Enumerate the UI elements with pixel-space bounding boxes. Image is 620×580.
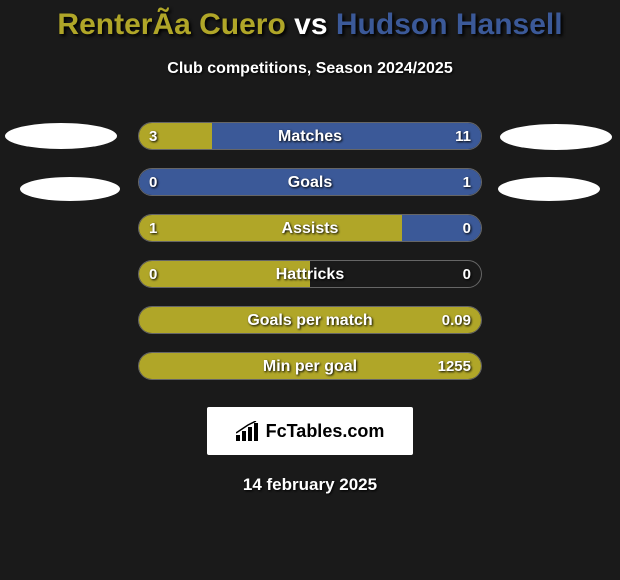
stat-bar: Matches3 11 bbox=[138, 122, 482, 150]
stat-label: Hattricks bbox=[139, 261, 481, 288]
stat-row: Min per goal1255 bbox=[0, 343, 620, 389]
stat-label: Min per goal bbox=[139, 353, 481, 380]
stat-label: Goals bbox=[139, 169, 481, 196]
stat-value-right: 0 bbox=[463, 215, 471, 242]
player-left-name: RenterÃ­a Cuero bbox=[57, 8, 285, 41]
stat-bar: Hattricks0 0 bbox=[138, 260, 482, 288]
subtitle: Club competitions, Season 2024/2025 bbox=[0, 60, 620, 78]
stat-row: Assists1 0 bbox=[0, 205, 620, 251]
stat-value-left: 3 bbox=[149, 123, 157, 150]
stat-value-left: 0 bbox=[149, 261, 157, 288]
stat-bar: Goals0 1 bbox=[138, 168, 482, 196]
stat-value-right: 1 bbox=[463, 169, 471, 196]
stats-container: Matches311Goals01Assists10Hattricks00Goa… bbox=[0, 113, 620, 389]
stat-value-right: 1255 bbox=[438, 353, 471, 380]
stat-row: Goals per match0.09 bbox=[0, 297, 620, 343]
stat-label: Goals per match bbox=[139, 307, 481, 334]
stat-bar: Assists1 0 bbox=[138, 214, 482, 242]
stat-value-right: 0.09 bbox=[442, 307, 471, 334]
stat-row: Hattricks0 0 bbox=[0, 251, 620, 297]
stat-label: Assists bbox=[139, 215, 481, 242]
logo-box: FcTables.com bbox=[207, 407, 413, 455]
logo-text: FcTables.com bbox=[236, 421, 385, 442]
decorative-ellipse bbox=[498, 177, 600, 201]
logo-label: FcTables.com bbox=[266, 421, 385, 442]
stat-bar: Goals per match0.09 bbox=[138, 306, 482, 334]
stat-value-left: 1 bbox=[149, 215, 157, 242]
stat-value-right: 11 bbox=[455, 123, 471, 150]
date: 14 february 2025 bbox=[0, 475, 620, 495]
stat-value-right: 0 bbox=[463, 261, 471, 288]
vs-text: vs bbox=[294, 8, 327, 41]
stat-bar: Min per goal1255 bbox=[138, 352, 482, 380]
decorative-ellipse bbox=[5, 123, 117, 149]
decorative-ellipse bbox=[500, 124, 612, 150]
comparison-title: RenterÃ­a Cuero vs Hudson Hansell bbox=[0, 0, 620, 42]
chart-icon bbox=[236, 421, 260, 441]
stat-label: Matches bbox=[139, 123, 481, 150]
stat-value-left: 0 bbox=[149, 169, 157, 196]
decorative-ellipse bbox=[20, 177, 120, 201]
player-right-name: Hudson Hansell bbox=[336, 8, 563, 41]
